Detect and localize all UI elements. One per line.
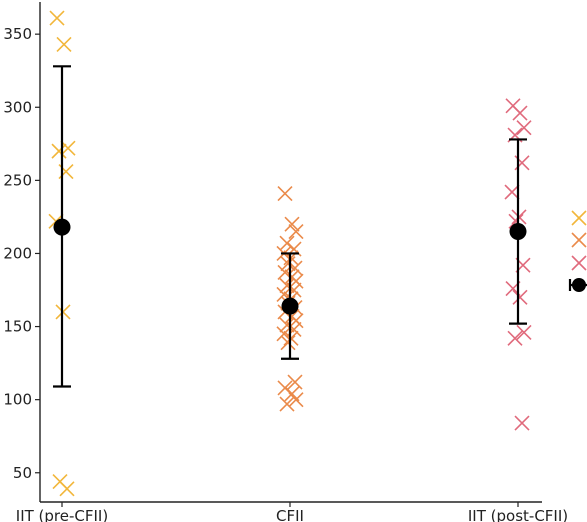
point-2-0-stroke-b <box>505 98 521 114</box>
legend-marker-2 <box>571 255 587 271</box>
legend <box>568 210 587 292</box>
legend-marker-2-stroke-b <box>571 255 587 271</box>
point-1-7-stroke-b <box>280 256 296 272</box>
point-0-2 <box>60 140 76 156</box>
point-1-14-stroke-b <box>276 286 292 302</box>
point-2-1 <box>512 105 528 121</box>
mean-marker-2 <box>509 223 527 241</box>
y-tick-label-150: 150 <box>3 318 32 336</box>
point-1-25 <box>280 335 296 351</box>
point-2-12-stroke-b <box>507 330 523 346</box>
y-tick-label-200: 200 <box>3 244 32 262</box>
x-ticks: IIT (pre-CFII) CFII IIT (post-CFII) <box>16 502 568 522</box>
point-0-8 <box>59 481 75 497</box>
point-2-5-stroke-b <box>504 184 520 200</box>
point-2-2 <box>516 120 532 136</box>
point-1-11 <box>288 273 304 289</box>
point-1-12-stroke-b <box>279 278 295 294</box>
point-1-29 <box>288 392 304 408</box>
point-1-26 <box>287 374 303 390</box>
y-tick-label-350: 350 <box>3 25 32 43</box>
point-1-7 <box>280 256 296 272</box>
point-1-29-stroke-b <box>288 392 304 408</box>
point-2-12 <box>507 330 523 346</box>
y-tick-label-300: 300 <box>3 98 32 116</box>
point-2-2-stroke-b <box>516 120 532 136</box>
point-2-13-stroke-b <box>514 415 530 431</box>
point-0-8-stroke-b <box>59 481 75 497</box>
axes <box>39 2 542 503</box>
point-0-0 <box>49 10 65 26</box>
legend-marker-1-stroke-b <box>571 232 587 248</box>
mean-marker-0 <box>53 218 71 236</box>
point-2-10-stroke-b <box>512 289 528 305</box>
mean-marker-1 <box>281 297 299 315</box>
legend-marker-0-stroke-b <box>571 210 587 226</box>
legend-marker-1 <box>571 232 587 248</box>
point-0-0-stroke-b <box>49 10 65 26</box>
point-1-11-stroke-b <box>288 273 304 289</box>
point-1-26-stroke-b <box>287 374 303 390</box>
point-2-10 <box>512 289 528 305</box>
point-2-5 <box>504 184 520 200</box>
legend-mean-marker <box>572 278 586 292</box>
x-tick-label-2: IIT (post-CFII) <box>468 507 568 522</box>
point-1-3 <box>279 235 295 251</box>
point-2-11-stroke-b <box>516 324 532 340</box>
point-1-23 <box>276 326 292 342</box>
y-tick-label-50: 50 <box>13 464 32 482</box>
point-1-2 <box>288 223 304 240</box>
x-tick-label-0: IIT (pre-CFII) <box>16 507 108 522</box>
mean-markers <box>53 218 527 315</box>
legend-marker-0 <box>571 210 587 226</box>
point-1-12 <box>279 278 295 294</box>
point-1-25-stroke-b <box>280 335 296 351</box>
point-0-7-stroke-b <box>52 473 68 490</box>
point-1-30-stroke-b <box>279 396 295 412</box>
point-1-20-stroke-b <box>288 313 304 329</box>
point-2-11 <box>516 324 532 340</box>
point-1-28-stroke-b <box>284 386 300 402</box>
x-tick-label-1: CFII <box>276 507 304 522</box>
point-0-3-stroke-b <box>51 143 67 159</box>
point-1-1-stroke-b <box>284 216 300 232</box>
point-1-0 <box>277 185 293 202</box>
point-1-27-stroke-b <box>277 380 293 396</box>
point-1-21 <box>279 317 295 333</box>
point-1-2-stroke-b <box>288 223 304 240</box>
point-1-20 <box>288 313 304 329</box>
point-0-2-stroke-b <box>60 140 76 156</box>
point-2-7-stroke-b <box>508 213 524 229</box>
y-ticks: 50 100 150 200 250 300 350 <box>3 25 40 482</box>
point-1-21-stroke-b <box>279 317 295 333</box>
point-1-0-stroke-b <box>277 185 293 202</box>
point-0-3 <box>51 143 67 159</box>
y-tick-label-100: 100 <box>3 391 32 409</box>
point-0-1-stroke-b <box>56 36 72 52</box>
point-1-1 <box>284 216 300 232</box>
point-1-30 <box>279 396 295 412</box>
point-1-23-stroke-b <box>276 326 292 342</box>
point-2-1-stroke-b <box>512 105 528 121</box>
point-2-13 <box>514 415 530 431</box>
y-tick-label-250: 250 <box>3 171 32 189</box>
point-0-1 <box>56 36 72 52</box>
point-1-3-stroke-b <box>279 235 295 251</box>
